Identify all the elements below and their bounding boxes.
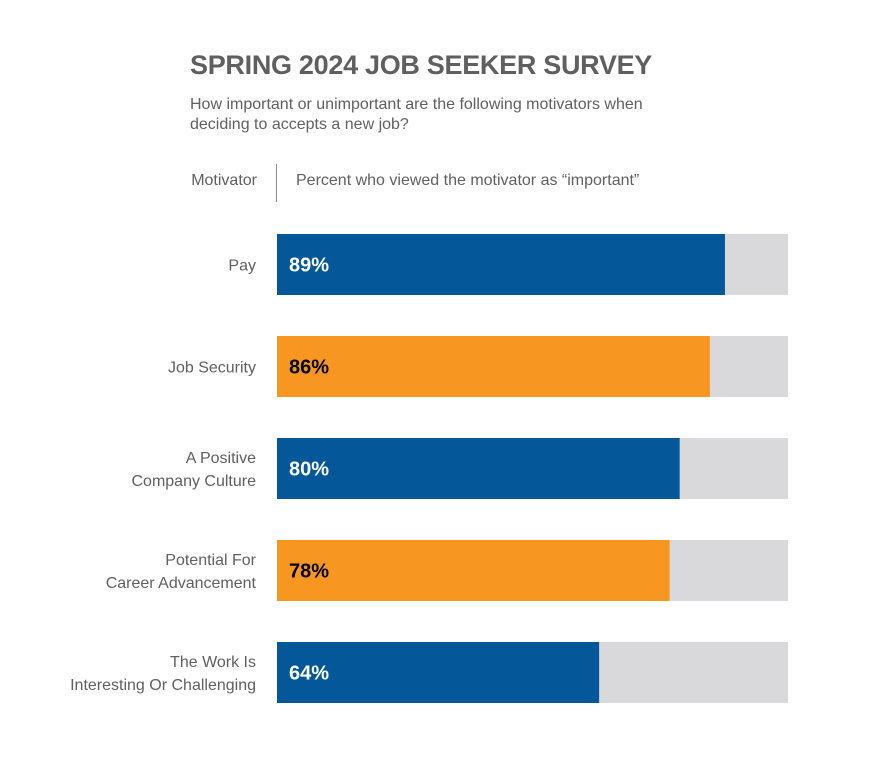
value-label: 89% <box>289 255 329 277</box>
category-label: Interesting Or Challenging <box>70 677 256 694</box>
chart-subtitle: How important or unimportant are the fol… <box>190 96 643 133</box>
header-divider <box>276 164 277 202</box>
chart-title: SPRING 2024 JOB SEEKER SURVEY <box>190 50 652 80</box>
category-label: Potential For <box>165 552 256 569</box>
value-label: 80% <box>289 459 329 481</box>
bar <box>277 336 710 397</box>
bar <box>277 438 680 499</box>
value-label: 64% <box>289 663 329 685</box>
value-label: 86% <box>289 357 329 379</box>
value-label: 78% <box>289 561 329 583</box>
category-header: Motivator <box>191 172 257 189</box>
category-label: Career Advancement <box>106 575 257 592</box>
category-label: Company Culture <box>132 473 257 490</box>
bar <box>277 234 725 295</box>
bar <box>277 642 600 703</box>
category-label: Pay <box>228 258 256 275</box>
category-label: Job Security <box>168 360 256 377</box>
category-label: The Work Is <box>170 654 256 671</box>
category-label: A Positive <box>186 450 256 467</box>
value-header: Percent who viewed the motivator as “imp… <box>296 172 640 189</box>
bar <box>277 540 670 601</box>
